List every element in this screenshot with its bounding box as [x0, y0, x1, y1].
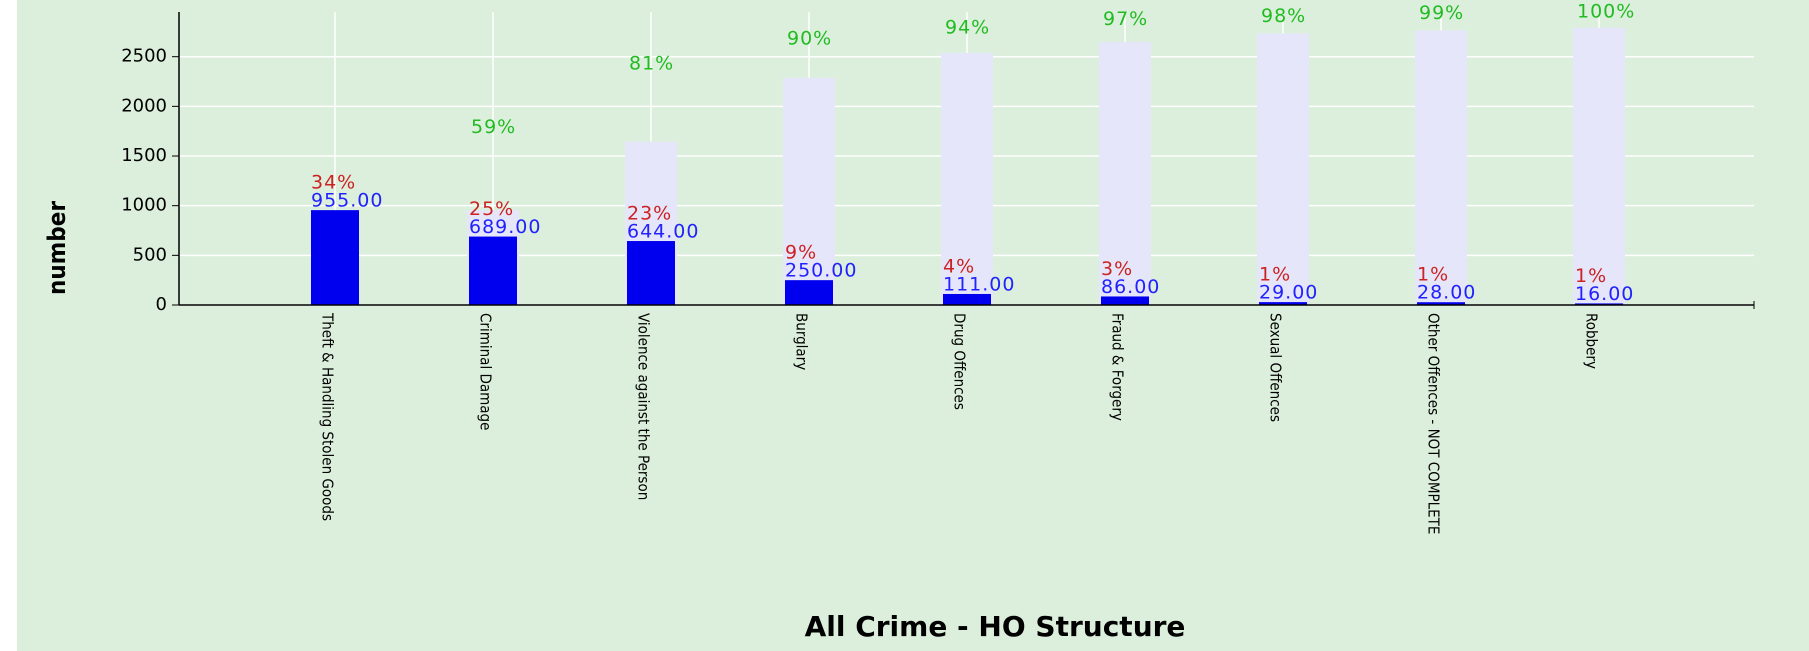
x-tick-label: Other Offences - NOT COMPLETE — [1425, 313, 1443, 534]
cumulative-segment — [1257, 33, 1309, 42]
percent-label: 1% — [1417, 264, 1449, 286]
cumulative-segment — [1573, 77, 1625, 142]
cumulative-segment — [941, 141, 993, 211]
cumulative-segment — [1573, 27, 1625, 31]
cumulative-segment — [1257, 41, 1309, 53]
y-tick-label: 0 — [156, 294, 167, 315]
percent-label: 23% — [627, 203, 672, 225]
cumulative-segment — [1099, 77, 1151, 142]
value-label: 250.00 — [785, 260, 857, 282]
cumulative-segment — [1099, 141, 1151, 211]
cumulative-segment — [1573, 33, 1625, 42]
cumulative-segment — [1573, 41, 1625, 53]
x-tick-label: Theft & Handling Stolen Goods — [319, 312, 337, 521]
bar — [943, 293, 991, 305]
cumulative-segment — [1257, 77, 1309, 142]
y-tick-label: 2500 — [121, 46, 167, 67]
percent-label: 1% — [1575, 265, 1607, 287]
cumulative-segment — [1415, 41, 1467, 53]
cumulative-segment — [1573, 30, 1625, 34]
value-label: 644.00 — [627, 221, 699, 243]
chart-background — [17, 0, 1809, 651]
cumulative-segment — [1415, 30, 1467, 34]
x-tick-label: Burglary — [793, 313, 811, 370]
cumulative-percent-label: 100% — [1577, 1, 1635, 23]
x-tick-label: Drug Offences — [951, 313, 969, 410]
bar — [1575, 303, 1623, 305]
cumulative-segment — [1415, 77, 1467, 142]
x-tick-label: Robbery — [1583, 313, 1601, 369]
percent-label: 3% — [1101, 258, 1133, 280]
value-label: 28.00 — [1417, 282, 1476, 304]
value-label: 29.00 — [1259, 282, 1318, 304]
y-tick-label: 1000 — [121, 195, 167, 216]
cumulative-segment — [1257, 141, 1309, 211]
cumulative-segment — [1099, 210, 1151, 305]
value-label: 689.00 — [469, 216, 541, 238]
percent-label: 25% — [469, 198, 514, 220]
x-tick-label: Violence against the Person — [635, 313, 653, 500]
cumulative-segment — [1573, 210, 1625, 305]
x-tick-label: Sexual Offences — [1267, 313, 1285, 422]
percent-label: 1% — [1259, 264, 1291, 286]
cumulative-segment — [1099, 41, 1151, 53]
cumulative-percent-label: 81% — [629, 52, 674, 74]
bar — [1259, 302, 1307, 305]
cumulative-segment — [1415, 141, 1467, 211]
bar — [785, 280, 833, 305]
percent-label: 34% — [311, 172, 356, 194]
bar — [1417, 302, 1465, 305]
cumulative-percent-label: 59% — [471, 116, 516, 138]
cumulative-segment — [783, 77, 835, 142]
y-axis-label: number — [43, 201, 71, 295]
bar — [1101, 296, 1149, 305]
value-label: 111.00 — [943, 273, 1015, 295]
cumulative-percent-label: 94% — [945, 16, 990, 38]
value-label: 955.00 — [311, 190, 383, 212]
chart-title: All Crime - HO Structure — [805, 610, 1186, 643]
value-label: 16.00 — [1575, 283, 1634, 305]
y-tick-label: 2000 — [121, 95, 167, 116]
cumulative-segment — [1257, 52, 1309, 78]
cumulative-segment — [941, 52, 993, 78]
bar — [311, 210, 359, 305]
cumulative-segment — [1415, 33, 1467, 42]
cumulative-segment — [941, 77, 993, 142]
cumulative-segment — [1573, 52, 1625, 78]
y-tick-label: 500 — [133, 244, 167, 265]
value-label: 86.00 — [1101, 276, 1160, 298]
cumulative-segment — [625, 141, 677, 211]
cumulative-segment — [1099, 52, 1151, 78]
bar — [469, 236, 517, 305]
cumulative-percent-label: 90% — [787, 27, 832, 49]
bar — [627, 241, 675, 305]
cumulative-percent-label: 98% — [1261, 5, 1306, 27]
cumulative-segment — [783, 141, 835, 211]
cumulative-segment — [941, 210, 993, 305]
cumulative-percent-label: 97% — [1103, 8, 1148, 30]
percent-label: 9% — [785, 242, 817, 264]
x-tick-label: Fraud & Forgery — [1109, 313, 1127, 421]
x-tick-label: Criminal Damage — [477, 313, 495, 430]
cumulative-segment — [1257, 210, 1309, 305]
cumulative-segment — [1415, 210, 1467, 305]
cumulative-segment — [1415, 52, 1467, 78]
y-tick-label: 1500 — [121, 145, 167, 166]
cumulative-percent-label: 99% — [1419, 2, 1464, 24]
percent-label: 4% — [943, 255, 975, 277]
cumulative-segment — [1573, 141, 1625, 211]
